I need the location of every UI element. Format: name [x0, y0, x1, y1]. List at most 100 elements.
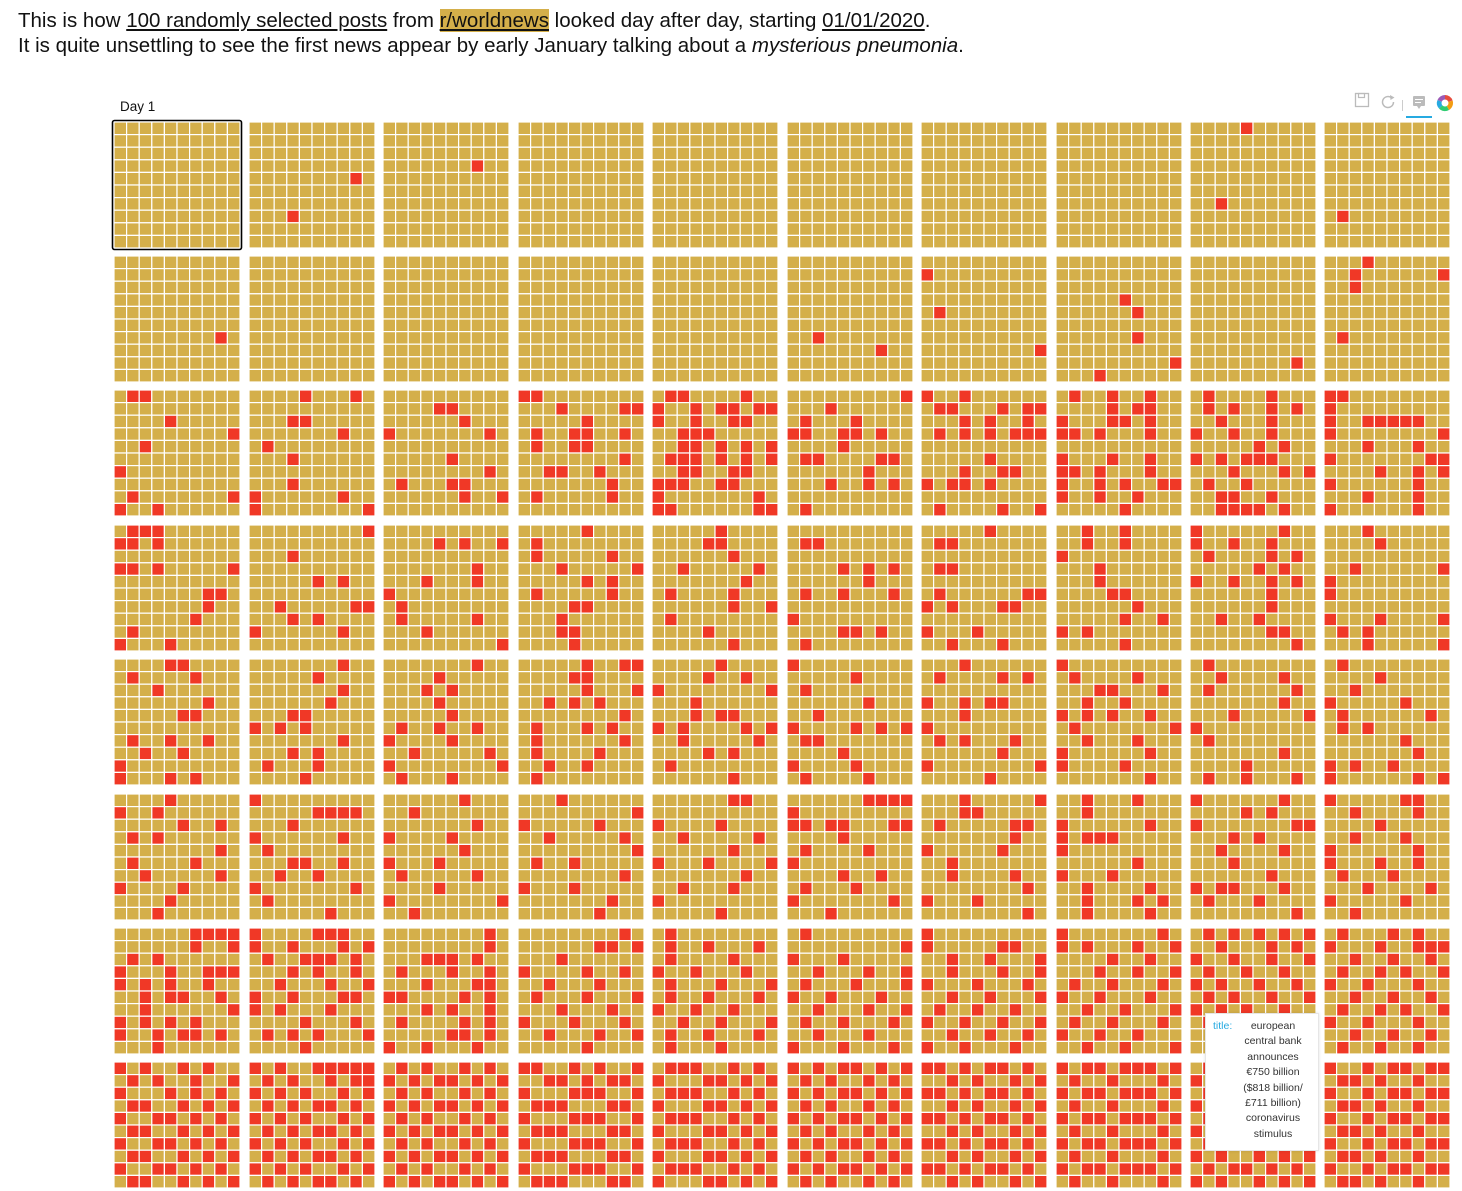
post-cell[interactable] — [970, 331, 985, 345]
post-cell[interactable] — [1335, 562, 1350, 576]
post-cell[interactable] — [663, 293, 678, 307]
post-cell[interactable] — [529, 171, 544, 186]
post-cell[interactable] — [798, 490, 813, 504]
post-cell[interactable] — [432, 637, 447, 652]
post-cell[interactable] — [1290, 490, 1305, 504]
post-cell[interactable] — [214, 625, 229, 639]
post-cell[interactable] — [932, 197, 947, 211]
post-cell[interactable] — [663, 536, 678, 551]
post-cell[interactable] — [470, 708, 485, 723]
post-cell[interactable] — [1227, 683, 1242, 698]
post-cell[interactable] — [286, 759, 300, 773]
covid-post-cell[interactable] — [739, 439, 754, 454]
covid-post-cell[interactable] — [1093, 683, 1108, 698]
covid-post-cell[interactable] — [201, 733, 216, 748]
post-cell[interactable] — [945, 658, 960, 673]
post-cell[interactable] — [1373, 171, 1388, 186]
covid-post-cell[interactable] — [311, 670, 326, 685]
post-cell[interactable] — [1277, 771, 1292, 786]
post-cell[interactable] — [445, 293, 460, 307]
post-cell[interactable] — [125, 439, 140, 454]
post-cell[interactable] — [714, 197, 729, 211]
post-cell[interactable] — [113, 490, 128, 504]
post-cell[interactable] — [1264, 524, 1279, 539]
post-cell[interactable] — [1201, 293, 1216, 307]
post-cell[interactable] — [1033, 524, 1048, 539]
post-cell[interactable] — [1189, 209, 1204, 224]
post-cell[interactable] — [458, 696, 472, 710]
post-cell[interactable] — [125, 268, 140, 282]
post-cell[interactable] — [945, 331, 960, 345]
post-cell[interactable] — [811, 402, 826, 416]
covid-post-cell[interactable] — [420, 574, 434, 589]
post-cell[interactable] — [1093, 280, 1108, 295]
post-cell[interactable] — [726, 683, 741, 698]
post-cell[interactable] — [849, 343, 864, 358]
post-cell[interactable] — [273, 502, 288, 517]
post-cell[interactable] — [483, 549, 497, 564]
post-cell[interactable] — [676, 746, 691, 761]
post-cell[interactable] — [1373, 549, 1388, 564]
post-cell[interactable] — [125, 427, 140, 441]
covid-post-cell[interactable] — [580, 670, 595, 685]
post-cell[interactable] — [824, 197, 838, 211]
post-cell[interactable] — [163, 599, 178, 614]
post-cell[interactable] — [1105, 574, 1120, 589]
post-cell[interactable] — [1436, 502, 1451, 517]
post-cell[interactable] — [1105, 562, 1120, 576]
post-cell[interactable] — [324, 356, 338, 370]
post-cell[interactable] — [836, 159, 851, 174]
post-cell[interactable] — [752, 708, 766, 723]
post-cell[interactable] — [311, 733, 326, 748]
post-cell[interactable] — [689, 268, 703, 282]
post-cell[interactable] — [887, 574, 901, 589]
post-cell[interactable] — [1386, 562, 1401, 576]
post-cell[interactable] — [311, 439, 326, 454]
post-cell[interactable] — [983, 759, 998, 773]
post-cell[interactable] — [874, 318, 889, 333]
post-cell[interactable] — [1156, 209, 1171, 224]
post-cell[interactable] — [1008, 305, 1023, 320]
post-cell[interactable] — [1277, 574, 1292, 589]
post-cell[interactable] — [1168, 209, 1183, 224]
covid-post-cell[interactable] — [1143, 771, 1158, 786]
post-cell[interactable] — [920, 356, 935, 370]
post-cell[interactable] — [689, 255, 703, 270]
covid-post-cell[interactable] — [395, 477, 409, 492]
post-cell[interactable] — [138, 234, 153, 249]
post-cell[interactable] — [445, 146, 460, 161]
post-cell[interactable] — [1168, 439, 1183, 454]
post-cell[interactable] — [273, 268, 288, 282]
post-cell[interactable] — [1302, 293, 1317, 307]
post-cell[interactable] — [336, 759, 351, 773]
post-cell[interactable] — [764, 625, 779, 639]
post-cell[interactable] — [651, 222, 666, 237]
post-cell[interactable] — [201, 222, 216, 237]
post-cell[interactable] — [336, 268, 351, 282]
post-cell[interactable] — [432, 452, 447, 467]
post-cell[interactable] — [298, 696, 313, 710]
post-cell[interactable] — [739, 356, 754, 370]
post-cell[interactable] — [899, 771, 914, 786]
post-cell[interactable] — [1105, 524, 1120, 539]
post-cell[interactable] — [273, 465, 288, 479]
covid-post-cell[interactable] — [1021, 670, 1035, 685]
post-cell[interactable] — [286, 389, 300, 404]
covid-post-cell[interactable] — [945, 599, 960, 614]
post-cell[interactable] — [1302, 209, 1317, 224]
post-cell[interactable] — [764, 234, 779, 249]
post-cell[interactable] — [1264, 234, 1279, 249]
post-cell[interactable] — [836, 234, 851, 249]
post-cell[interactable] — [836, 536, 851, 551]
post-cell[interactable] — [1290, 439, 1305, 454]
post-cell[interactable] — [1335, 414, 1350, 429]
post-cell[interactable] — [555, 268, 569, 282]
post-cell[interactable] — [1033, 318, 1048, 333]
post-cell[interactable] — [336, 670, 351, 685]
post-cell[interactable] — [567, 477, 582, 492]
covid-post-cell[interactable] — [824, 477, 838, 492]
post-cell[interactable] — [248, 356, 263, 370]
post-cell[interactable] — [811, 427, 826, 441]
covid-post-cell[interactable] — [189, 612, 203, 627]
post-cell[interactable] — [1033, 637, 1048, 652]
